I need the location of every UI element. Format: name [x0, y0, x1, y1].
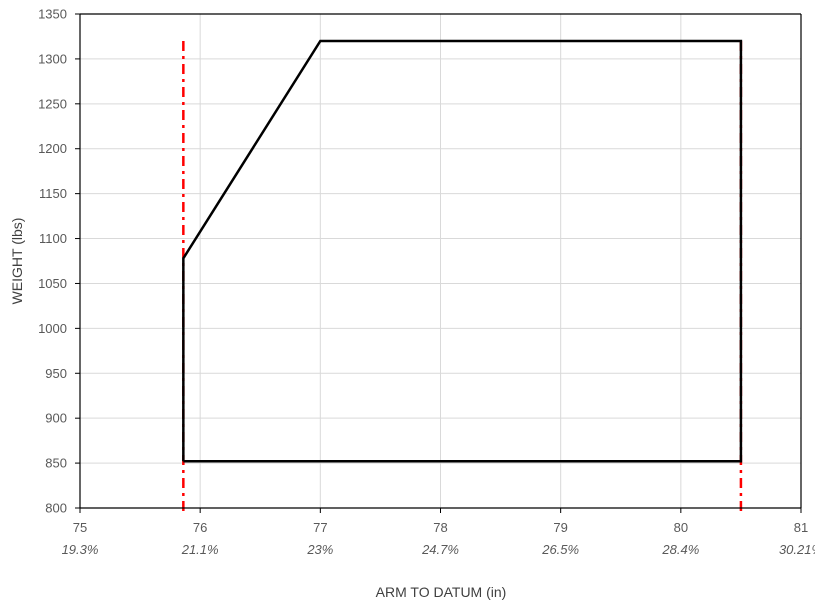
- percent-mac-label: 26.5%: [541, 542, 579, 557]
- y-tick-label: 1350: [38, 7, 67, 22]
- percent-mac-label: 24.7%: [421, 542, 459, 557]
- y-tick-label: 1150: [39, 186, 67, 201]
- cg-limit-lines: [182, 40, 743, 516]
- percent-mac-label: 21.1%: [181, 542, 219, 557]
- x-tick-labels: 75 76 77 78 79 80 81: [73, 520, 808, 535]
- percent-mac-label: 19.3%: [62, 542, 99, 557]
- y-tick-label: 1100: [39, 231, 67, 246]
- percent-mac-label: 23%: [306, 542, 333, 557]
- x-tick-label: 79: [553, 520, 567, 535]
- envelope-line: [182, 39, 743, 463]
- y-tick-label: 1250: [38, 96, 67, 111]
- y-tick-label: 1000: [38, 321, 67, 336]
- percent-mac-label: 30.21%: [779, 542, 815, 557]
- percent-mac-label: 28.4%: [661, 542, 699, 557]
- x-tick-label: 81: [794, 520, 808, 535]
- y-tick-label: 900: [45, 411, 67, 426]
- y-tick-label: 800: [45, 501, 67, 516]
- grid-lines: [80, 14, 801, 508]
- y-tick-label: 1050: [38, 276, 67, 291]
- secondary-x-labels: 19.3% 21.1% 23% 24.7% 26.5% 28.4% 30.21%: [62, 542, 815, 557]
- y-tick-label: 1300: [38, 51, 67, 66]
- y-tick-label: 950: [45, 366, 67, 381]
- envelope-series: [182, 39, 743, 463]
- x-tick-label: 80: [674, 520, 688, 535]
- x-axis-title: ARM TO DATUM (in): [376, 584, 507, 600]
- axes: [75, 13, 802, 513]
- x-tick-label: 78: [433, 520, 447, 535]
- x-tick-label: 75: [73, 520, 87, 535]
- y-tick-label: 1200: [38, 141, 67, 156]
- y-axis-title: WEIGHT (lbs): [9, 218, 25, 305]
- y-tick-label: 850: [45, 456, 67, 471]
- x-tick-label: 76: [193, 520, 207, 535]
- x-tick-label: 77: [313, 520, 327, 535]
- y-tick-labels: 800 850 900 950 1000 1050 1100 1150 1200 1250 1300…: [38, 7, 67, 516]
